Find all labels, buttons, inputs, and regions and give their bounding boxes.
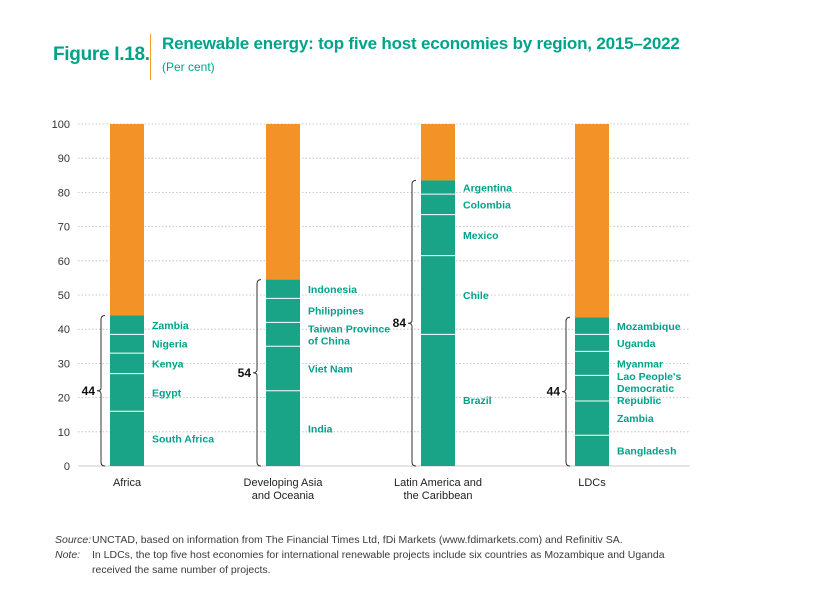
x-category-label: the Caribbean (403, 490, 472, 502)
bar-segment (421, 334, 455, 466)
bar-segment (110, 411, 144, 466)
title-divider (150, 34, 151, 80)
bar-segment-others (575, 124, 609, 318)
y-tick-label: 70 (58, 222, 70, 234)
total-brace (407, 179, 417, 467)
bar-segment-others (266, 124, 300, 280)
total-label: 44 (82, 384, 96, 398)
bar-segment (266, 390, 300, 466)
source-key: Source: (55, 534, 92, 546)
bar-segment (421, 255, 455, 335)
y-tick-label: 10 (58, 427, 70, 439)
segment-label: Mexico (463, 230, 499, 242)
x-category-label: and Oceania (252, 490, 315, 502)
bar-segment (110, 315, 144, 335)
source-note: Source: UNCTAD, based on information fro… (55, 533, 692, 548)
y-tick-label: 0 (64, 461, 70, 473)
x-category-label: LDCs (578, 477, 606, 489)
x-category-label: Developing Asia (244, 477, 324, 489)
segment-label: Philippines (308, 305, 364, 317)
segment-label: Zambia (152, 320, 189, 332)
bar-segment-others (110, 124, 144, 316)
bar-segment (110, 353, 144, 374)
segment-label: Bangladesh (617, 446, 677, 458)
note-text: In LDCs, the top five host economies for… (92, 549, 665, 576)
bar-segment (575, 334, 609, 352)
segment-label: Kenya (152, 358, 184, 370)
segment-label: South Africa (152, 434, 214, 446)
y-tick-label: 60 (58, 256, 70, 268)
segment-label: Indonesia (308, 284, 357, 296)
segment-label: Republic (617, 395, 661, 407)
total-brace (96, 315, 106, 467)
bar-segment (421, 194, 455, 215)
figure-subtitle: (Per cent) (162, 60, 215, 74)
bar-segment (421, 214, 455, 256)
footnotes: Source: UNCTAD, based on information fro… (55, 533, 692, 578)
total-brace (252, 279, 262, 467)
segment-label: Myanmar (617, 358, 663, 370)
segment-label: Colombia (463, 199, 511, 211)
explanatory-note: Note: In LDCs, the top five host economi… (55, 548, 692, 578)
segment-label: India (308, 423, 333, 435)
bar-segment (266, 298, 300, 323)
segment-label: Nigeria (152, 339, 188, 351)
segment-label: Egypt (152, 387, 182, 399)
bar-segment (110, 373, 144, 412)
segment-label: Lao People's (617, 371, 682, 383)
segment-label: Democratic (617, 383, 674, 395)
bar-segment (266, 322, 300, 347)
figure-label: Figure I.18. (53, 44, 150, 65)
bar-segment (266, 346, 300, 391)
y-tick-label: 30 (58, 358, 70, 370)
segment-label: Uganda (617, 338, 656, 350)
bar-segment (266, 279, 300, 299)
y-tick-label: 90 (58, 153, 70, 165)
bar-segment (575, 375, 609, 402)
y-tick-label: 80 (58, 187, 70, 199)
segment-label: Brazil (463, 395, 492, 407)
segment-label: of China (308, 335, 350, 347)
bar-segment-others (421, 124, 455, 181)
bar-segment (575, 401, 609, 436)
bar-segment (421, 180, 455, 195)
total-brace (561, 316, 571, 467)
bar-segment (575, 435, 609, 466)
y-tick-label: 20 (58, 393, 70, 405)
segment-label: Taiwan Province (308, 323, 390, 335)
stacked-bar-chart: 0 10 20 30 40 50 60 70 80 90 100 South Africa Egypt K… (52, 119, 690, 502)
x-category-label: Africa (113, 477, 142, 489)
bar-segment (110, 334, 144, 354)
y-tick-label: 40 (58, 324, 70, 336)
figure-title: Renewable energy: top five host economie… (162, 34, 680, 53)
bar-segment (575, 351, 609, 376)
y-tick-label: 50 (58, 290, 70, 302)
bar-segment (575, 317, 609, 335)
segment-label: Mozambique (617, 321, 681, 333)
y-tick-label: 100 (52, 119, 70, 131)
total-label: 54 (238, 366, 252, 380)
source-text: UNCTAD, based on information from The Fi… (92, 534, 623, 546)
segment-label: Zambia (617, 413, 654, 425)
note-key: Note: (55, 549, 81, 561)
total-label: 44 (547, 385, 561, 399)
total-label: 84 (393, 316, 407, 330)
segment-label: Viet Nam (308, 364, 353, 376)
x-category-label: Latin America and (394, 477, 482, 489)
segment-label: Chile (463, 290, 489, 302)
segment-label: Argentina (463, 182, 512, 194)
